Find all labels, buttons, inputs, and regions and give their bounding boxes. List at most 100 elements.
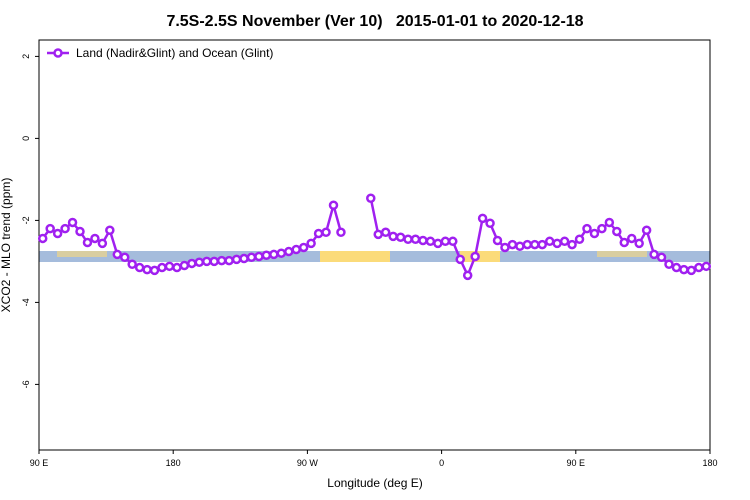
point <box>694 262 704 273</box>
y-tick-label: -6 <box>21 380 31 388</box>
point <box>440 236 451 247</box>
point <box>664 259 674 270</box>
point <box>321 227 331 238</box>
point <box>522 239 533 250</box>
plot-frame <box>38 39 711 451</box>
point <box>291 244 301 255</box>
point <box>537 239 547 250</box>
point <box>395 232 406 242</box>
point <box>209 256 219 267</box>
point <box>485 218 495 229</box>
point <box>582 223 592 234</box>
point <box>97 238 108 249</box>
chart-title: 7.5S-2.5S November (Ver 10) 2015-01-01 t… <box>166 13 583 30</box>
point <box>500 242 510 253</box>
point <box>470 251 480 262</box>
point <box>686 265 697 276</box>
point <box>492 235 503 246</box>
point <box>261 250 272 260</box>
point <box>559 236 570 247</box>
point <box>619 237 630 248</box>
point <box>112 249 123 260</box>
point <box>380 227 391 238</box>
point <box>589 228 600 239</box>
point <box>239 253 249 264</box>
x-tick-label: 90 E <box>30 458 49 468</box>
x-tick-label: 180 <box>166 458 181 468</box>
point <box>269 249 279 260</box>
point <box>649 249 659 260</box>
point <box>276 248 287 258</box>
point <box>179 260 190 271</box>
point <box>574 234 585 245</box>
point <box>67 217 78 228</box>
point <box>477 213 488 224</box>
point <box>336 227 346 238</box>
y-tick-label: 0 <box>21 136 31 141</box>
point <box>462 270 473 281</box>
point <box>172 262 182 273</box>
point <box>246 252 257 263</box>
point <box>634 238 644 249</box>
point <box>612 226 622 237</box>
point <box>604 217 615 228</box>
y-tick-label: -2 <box>21 216 31 224</box>
point <box>373 229 383 240</box>
point <box>134 262 145 273</box>
point <box>105 225 115 235</box>
point <box>298 242 309 253</box>
point <box>410 234 421 245</box>
land-band <box>460 251 500 262</box>
point <box>216 255 227 266</box>
point <box>75 226 85 237</box>
point <box>671 262 682 273</box>
legend-marker <box>53 48 63 58</box>
point <box>366 193 376 204</box>
point <box>202 256 212 267</box>
legend-label: Land (Nadir&Glint) and Ocean (Glint) <box>76 46 273 60</box>
point <box>313 228 324 239</box>
x-tick-label: 180 <box>702 458 717 468</box>
x-axis-label: Longitude (deg E) <box>327 476 422 490</box>
point <box>507 239 518 250</box>
point <box>641 225 652 235</box>
point <box>164 261 175 272</box>
point <box>403 234 413 245</box>
x-tick-label: 90 W <box>297 458 319 468</box>
point <box>231 254 242 265</box>
point <box>679 264 689 275</box>
point <box>254 251 264 262</box>
land-band <box>597 251 647 257</box>
point <box>530 239 540 250</box>
point <box>544 236 555 247</box>
point <box>82 237 93 248</box>
point <box>552 238 562 249</box>
x-tick-label: 0 <box>439 458 444 468</box>
point <box>626 233 637 244</box>
point <box>187 258 197 269</box>
y-axis-label: XCO2 - MLO trend (ppm) <box>0 178 13 313</box>
point <box>425 236 436 247</box>
point <box>224 255 234 266</box>
point <box>149 265 160 276</box>
point <box>45 223 55 234</box>
point <box>157 262 167 273</box>
point <box>37 233 48 244</box>
point <box>127 259 137 270</box>
point <box>515 241 525 251</box>
point <box>388 231 398 242</box>
point <box>306 238 316 249</box>
point <box>328 200 339 210</box>
y-tick-label: 2 <box>21 54 31 59</box>
y-tick-label: -4 <box>21 298 31 306</box>
point <box>142 264 152 275</box>
point <box>284 246 294 257</box>
point <box>52 228 63 239</box>
point <box>656 252 667 263</box>
point <box>90 233 100 244</box>
point <box>597 223 607 234</box>
land-band <box>57 251 107 257</box>
point <box>433 238 443 249</box>
